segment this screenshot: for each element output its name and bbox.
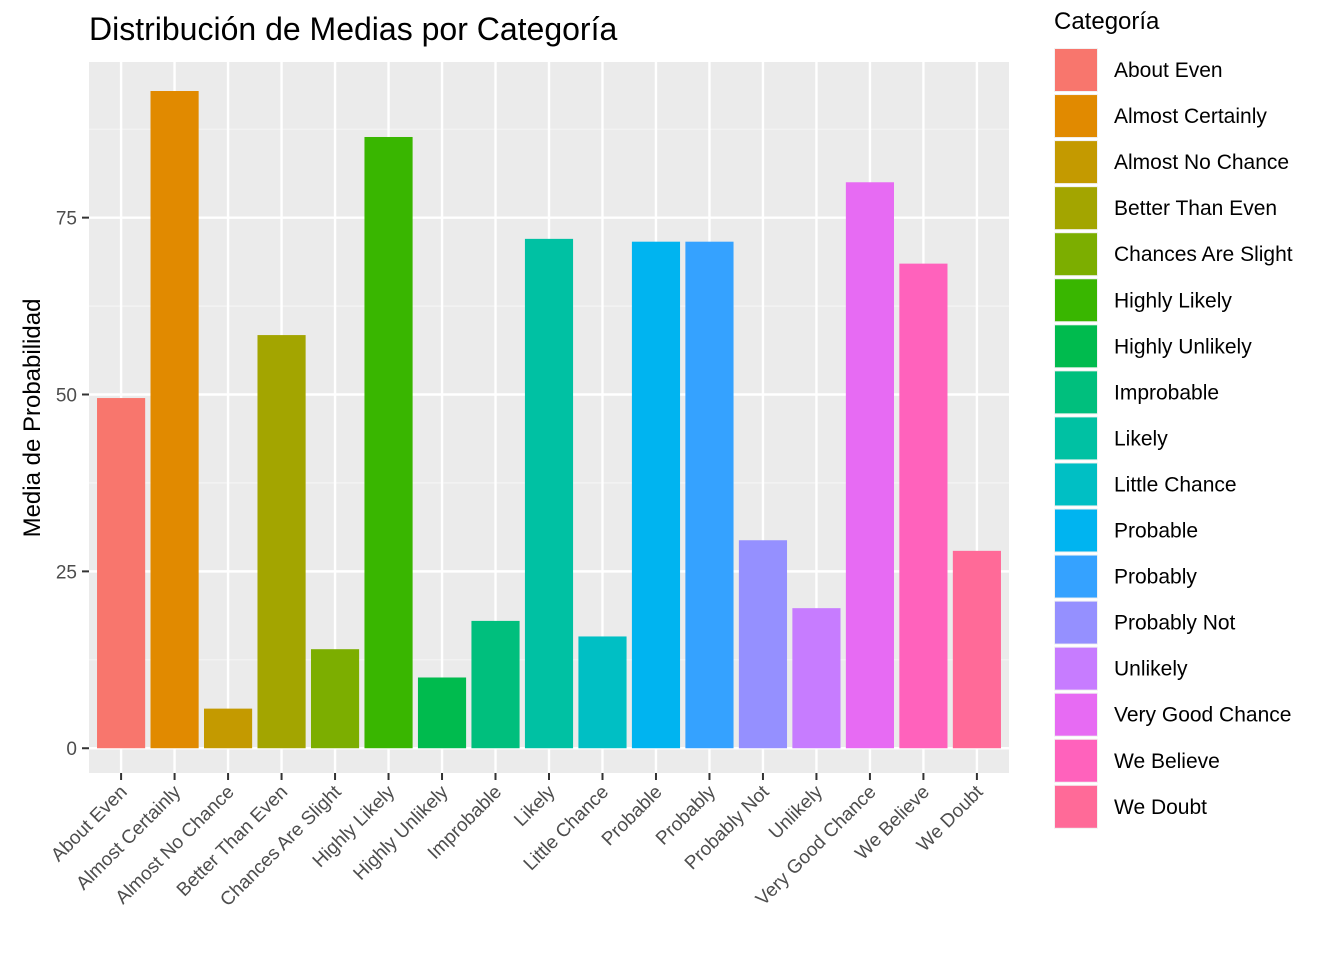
legend-label: Highly Unlikely — [1114, 335, 1252, 358]
legend-label: Almost No Chance — [1114, 151, 1289, 174]
legend-swatch — [1055, 601, 1097, 644]
legend-label: Little Chance — [1114, 473, 1237, 496]
legend-swatch — [1055, 325, 1097, 368]
bar-almost-certainly — [150, 91, 199, 749]
bar-probable — [631, 241, 681, 749]
bar-almost-no-chance — [204, 708, 253, 749]
legend: About Even Almost Certainly Almost No Chan… — [1054, 48, 1293, 829]
y-axis-title: Media de Probabilidad — [19, 299, 46, 538]
y-tick-label: 25 — [56, 562, 77, 583]
legend-title: Categoría — [1054, 8, 1160, 35]
y-axis: 0 25 50 75 — [56, 209, 89, 760]
legend-swatch — [1055, 187, 1097, 230]
legend-swatch — [1055, 785, 1097, 828]
legend-swatch — [1055, 141, 1097, 184]
bar-about-even — [97, 398, 146, 749]
y-tick-label: 75 — [56, 209, 77, 230]
legend-label: Likely — [1114, 427, 1168, 450]
legend-swatch — [1055, 647, 1097, 690]
bar-we-doubt — [952, 550, 1001, 749]
x-tick-label: Likely — [510, 781, 560, 831]
legend-swatch — [1055, 279, 1097, 322]
bars — [97, 91, 1001, 749]
legend-swatch — [1055, 95, 1097, 138]
chart-title: Distribución de Medias por Categoría — [89, 11, 617, 47]
legend-label: Improbable — [1114, 381, 1219, 404]
legend-label: About Even — [1114, 59, 1223, 82]
x-tick-label: Highly Unlikely — [350, 781, 453, 884]
legend-label: We Doubt — [1114, 796, 1207, 819]
legend-label: Unlikely — [1114, 658, 1188, 681]
bar-chances-are-slight — [310, 649, 360, 749]
legend-label: Probable — [1114, 520, 1198, 543]
legend-label: Very Good Chance — [1114, 704, 1291, 727]
legend-swatch — [1055, 693, 1097, 736]
bar-better-than-even — [257, 335, 306, 749]
legend-swatch — [1055, 739, 1097, 782]
legend-label: Chances Are Slight — [1114, 243, 1293, 266]
legend-label: Probably — [1114, 566, 1197, 589]
bar-improbable — [471, 620, 520, 749]
bar-highly-likely — [364, 136, 413, 749]
bar-little-chance — [578, 636, 627, 749]
legend-label: Probably Not — [1114, 612, 1236, 635]
legend-swatch — [1055, 417, 1097, 460]
legend-label: Highly Likely — [1114, 289, 1232, 312]
bar-unlikely — [792, 608, 841, 749]
bar-highly-unlikely — [417, 677, 467, 749]
bar-probably — [685, 241, 734, 749]
bar-very-good-chance — [845, 182, 894, 749]
y-tick-label: 50 — [56, 386, 77, 407]
legend-label: Better Than Even — [1114, 197, 1277, 220]
legend-swatch — [1055, 371, 1097, 414]
legend-label: We Believe — [1114, 750, 1220, 773]
y-tick-label: 0 — [66, 739, 77, 760]
legend-swatch — [1055, 509, 1097, 552]
bar-we-believe — [899, 263, 948, 749]
legend-swatch — [1055, 233, 1097, 276]
legend-label: Almost Certainly — [1114, 105, 1267, 128]
bar-probably-not — [738, 540, 788, 749]
legend-swatch — [1055, 463, 1097, 506]
bar-likely — [524, 238, 574, 749]
legend-swatch — [1055, 49, 1097, 91]
legend-swatch — [1055, 555, 1097, 598]
